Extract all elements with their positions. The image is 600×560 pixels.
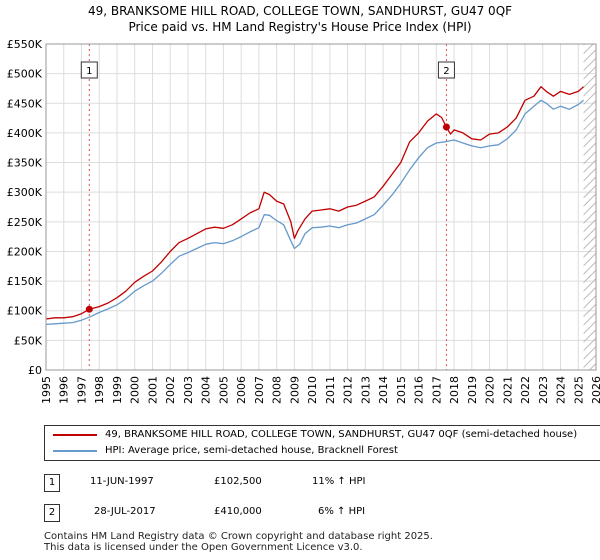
legend-label-property: 49, BRANKSOME HILL ROAD, COLLEGE TOWN, S…: [105, 429, 578, 440]
x-tick-label: 2011: [324, 376, 337, 404]
forecast-hatch-region: [583, 44, 596, 370]
y-tick-label: £150K: [7, 275, 43, 288]
hpi-line: [45, 99, 585, 326]
x-tick-label: 2015: [395, 376, 408, 404]
sale-label-text: 1: [86, 66, 92, 77]
x-tick-label: 2008: [271, 376, 284, 404]
x-tick-label: 1997: [75, 376, 88, 404]
sale-number-badge: 1: [44, 474, 60, 492]
x-tick-label: 2019: [466, 376, 479, 404]
plot-area: [46, 44, 596, 370]
x-tick-label: 2018: [448, 376, 461, 404]
legend-line-property: [53, 434, 97, 436]
y-tick-label: £50K: [14, 334, 43, 347]
x-tick-label: 2010: [306, 376, 319, 404]
x-tick-label: 2023: [537, 376, 550, 404]
property-price-line: [45, 86, 585, 320]
y-tick-label: £250K: [7, 216, 43, 229]
x-tick-label: 2020: [484, 376, 497, 404]
legend-label-hpi: HPI: Average price, semi-detached house,…: [105, 445, 398, 456]
sale-number-badge: 2: [44, 504, 60, 522]
x-tick-label: 2006: [235, 376, 248, 404]
y-tick-label: £100K: [7, 305, 43, 318]
footer-copyright: Contains HM Land Registry data © Crown c…: [44, 531, 433, 542]
sale-label-box: [437, 61, 455, 79]
sale-row-1: 1 11-JUN-1997 £102,500 11% ↑ HPI: [0, 474, 600, 494]
sale-point: [442, 123, 450, 131]
sale-label-box: [80, 61, 98, 79]
legend-line-hpi: [53, 450, 97, 452]
sale-date: 28-JUL-2017: [94, 506, 156, 517]
y-tick-label: £300K: [7, 186, 43, 199]
sale-row-2: 2 28-JUL-2017 £410,000 6% ↑ HPI: [0, 504, 600, 524]
sale-label-text: 2: [443, 66, 449, 77]
x-tick-label: 2014: [377, 376, 390, 404]
y-tick-label: £0: [28, 364, 42, 377]
x-tick-label: 2026: [590, 376, 600, 404]
sale-point: [85, 305, 93, 313]
sale-date: 11-JUN-1997: [90, 476, 154, 487]
y-tick-label: £350K: [7, 157, 43, 170]
sale-hpi-change: 11% ↑ HPI: [312, 476, 366, 487]
x-tick-label: 2007: [253, 376, 266, 404]
sale-price: £102,500: [214, 476, 262, 487]
x-tick-label: 2003: [182, 376, 195, 404]
x-tick-label: 2001: [146, 376, 159, 404]
x-tick-label: 2017: [430, 376, 443, 404]
footer-licence: This data is licensed under the Open Gov…: [44, 542, 363, 553]
y-tick-label: £200K: [7, 245, 43, 258]
y-tick-label: £400K: [7, 127, 43, 140]
chart-title-line1: 49, BRANKSOME HILL ROAD, COLLEGE TOWN, S…: [87, 4, 513, 18]
x-tick-label: 1998: [93, 376, 106, 404]
sale-hpi-change: 6% ↑ HPI: [318, 506, 366, 517]
x-tick-label: 2025: [572, 376, 585, 404]
x-tick-label: 2021: [501, 376, 514, 404]
sale-price: £410,000: [214, 506, 262, 517]
x-tick-label: 2012: [342, 376, 355, 404]
y-tick-label: £500K: [7, 68, 43, 81]
y-tick-label: £550K: [7, 38, 43, 51]
x-tick-label: 2005: [217, 376, 230, 404]
y-tick-label: £450K: [7, 97, 43, 110]
x-tick-label: 2024: [555, 376, 568, 404]
x-tick-label: 1995: [40, 376, 53, 404]
x-tick-label: 2002: [164, 376, 177, 404]
plot-border: [45, 43, 597, 371]
chart-title-line2: Price paid vs. HM Land Registry's House …: [128, 20, 472, 34]
x-tick-label: 1996: [58, 376, 71, 404]
x-tick-label: 2013: [359, 376, 372, 404]
x-tick-label: 2000: [129, 376, 142, 404]
x-tick-label: 2004: [200, 376, 213, 404]
x-tick-label: 1999: [111, 376, 124, 404]
x-tick-label: 2022: [519, 376, 532, 404]
price-chart: 1 2 £0 £50K £100K £150K £200K £250K £300K £350K £4…: [7, 38, 600, 404]
legend: 49, BRANKSOME HILL ROAD, COLLEGE TOWN, S…: [44, 425, 600, 461]
x-tick-label: 2016: [413, 376, 426, 404]
x-tick-label: 2009: [288, 376, 301, 404]
